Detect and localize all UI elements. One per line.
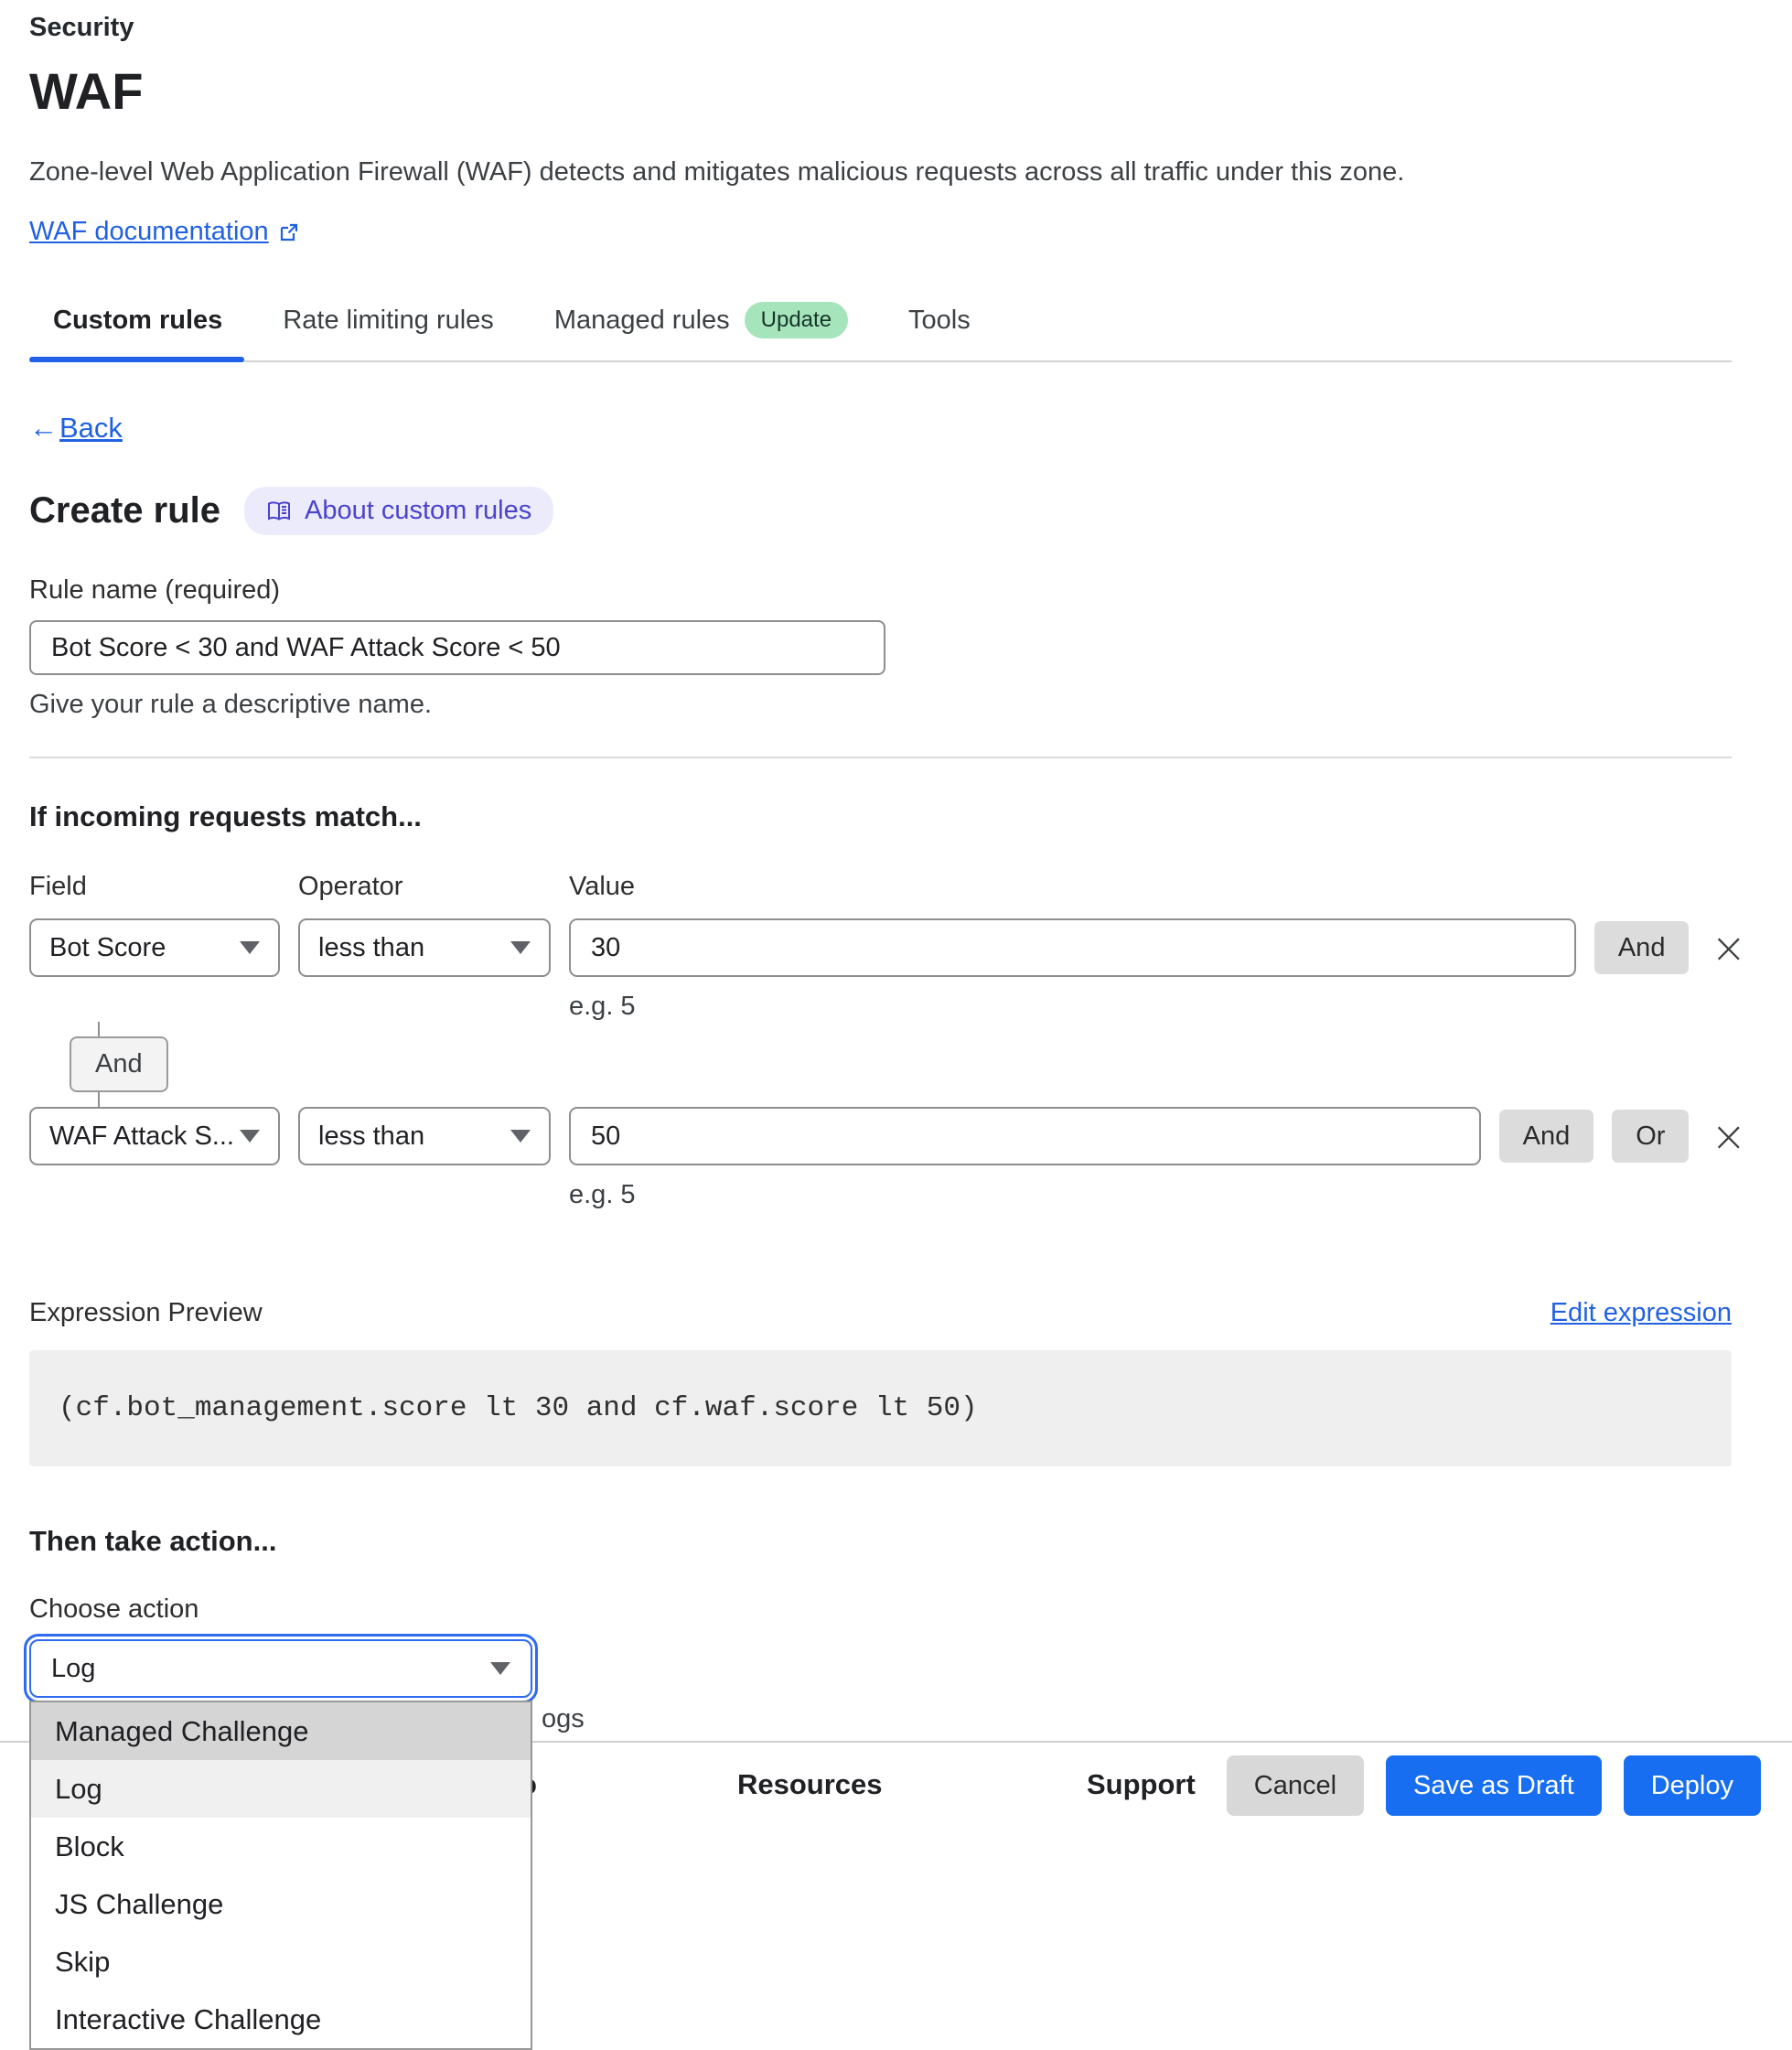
page-title: WAF (29, 62, 144, 120)
create-rule-heading: Create rule (29, 490, 220, 531)
value-column-label: Value (569, 872, 636, 901)
option-block[interactable]: Block (31, 1818, 531, 1875)
connector-and-button[interactable]: And (70, 1036, 168, 1092)
operator-select-row2[interactable]: less than (298, 1107, 551, 1165)
back-link[interactable]: ← Back (29, 412, 123, 444)
waf-documentation-link[interactable]: WAF documentation (29, 217, 269, 246)
match-section-heading: If incoming requests match... (29, 800, 422, 832)
operator-select-row1[interactable]: less than (298, 918, 551, 977)
action-section-heading: Then take action... (29, 1525, 277, 1557)
partially-hidden-helper-text: ogs (542, 1704, 585, 1733)
choose-action-label: Choose action (29, 1594, 199, 1624)
action-dropdown-menu: Managed Challenge Log Block JS Challenge… (29, 1701, 532, 2050)
tab-custom-rules[interactable]: Custom rules (28, 302, 245, 362)
tab-tools[interactable]: Tools (908, 305, 971, 335)
and-button-row2[interactable]: And (1498, 1110, 1594, 1163)
back-arrow-icon: ← (29, 412, 58, 444)
connector-line (98, 1092, 100, 1107)
deploy-button[interactable]: Deploy (1623, 1755, 1761, 1816)
expression-code: (cf.bot_management.score lt 30 and cf.wa… (59, 1392, 978, 1424)
save-as-draft-button[interactable]: Save as Draft (1386, 1755, 1602, 1816)
option-js-challenge[interactable]: JS Challenge (31, 1875, 531, 1933)
about-custom-rules-badge[interactable]: About custom rules (243, 487, 554, 535)
operator-column-label: Operator (298, 872, 403, 901)
book-icon (266, 500, 292, 522)
option-log[interactable]: Log (31, 1760, 531, 1818)
expression-preview-box: (cf.bot_management.score lt 30 and cf.wa… (29, 1350, 1732, 1466)
edit-expression-link[interactable]: Edit expression (1550, 1298, 1732, 1327)
field-select-row1[interactable]: Bot Score (29, 918, 280, 977)
remove-condition-icon[interactable]: × (1711, 923, 1746, 972)
chevron-down-icon (510, 941, 531, 954)
tab-bar: Custom rules Rate limiting rules Managed… (28, 302, 1732, 362)
value-hint-row1: e.g. 5 (569, 992, 636, 1021)
update-badge: Update (744, 302, 849, 338)
option-skip[interactable]: Skip (31, 1933, 531, 1991)
expression-preview-label: Expression Preview (29, 1298, 263, 1327)
breadcrumb-section-label: Security (29, 13, 134, 42)
choose-action-select[interactable]: Log (24, 1634, 538, 1703)
footer-column-resources[interactable]: Resources (737, 1768, 883, 1800)
rule-name-helper: Give your rule a descriptive name. (29, 690, 433, 719)
condition-row: Bot Score less than e.g. 5 And × (29, 918, 1746, 1022)
chevron-down-icon (510, 1130, 531, 1143)
condition-connector: And (70, 1022, 179, 1107)
chevron-down-icon (490, 1662, 510, 1675)
remove-condition-icon[interactable]: × (1711, 1111, 1746, 1161)
or-button-row2[interactable]: Or (1612, 1110, 1690, 1163)
condition-row: WAF Attack S... less than e.g. 5 And Or … (29, 1107, 1746, 1210)
chevron-down-icon (240, 1130, 260, 1143)
chevron-down-icon (240, 941, 260, 954)
value-input-row1[interactable] (569, 918, 1576, 977)
section-divider (29, 757, 1732, 758)
connector-line (98, 1022, 100, 1036)
footer-column-support[interactable]: Support (1087, 1768, 1196, 1800)
value-input-row2[interactable] (569, 1107, 1481, 1165)
value-hint-row2: e.g. 5 (569, 1180, 636, 1209)
rule-name-input[interactable] (29, 620, 885, 675)
tab-managed-rules[interactable]: Managed rules Update (554, 302, 849, 360)
tab-rate-limiting-rules[interactable]: Rate limiting rules (283, 305, 494, 335)
external-link-icon (278, 221, 300, 243)
page-description: Zone-level Web Application Firewall (WAF… (29, 157, 1405, 187)
option-managed-challenge[interactable]: Managed Challenge (31, 1702, 531, 1760)
field-select-row2[interactable]: WAF Attack S... (29, 1107, 280, 1165)
and-button-row1[interactable]: And (1593, 921, 1690, 974)
rule-name-label: Rule name (required) (29, 575, 281, 605)
option-interactive-challenge[interactable]: Interactive Challenge (31, 1991, 531, 2048)
cancel-button[interactable]: Cancel (1226, 1755, 1365, 1816)
field-column-label: Field (29, 872, 87, 901)
